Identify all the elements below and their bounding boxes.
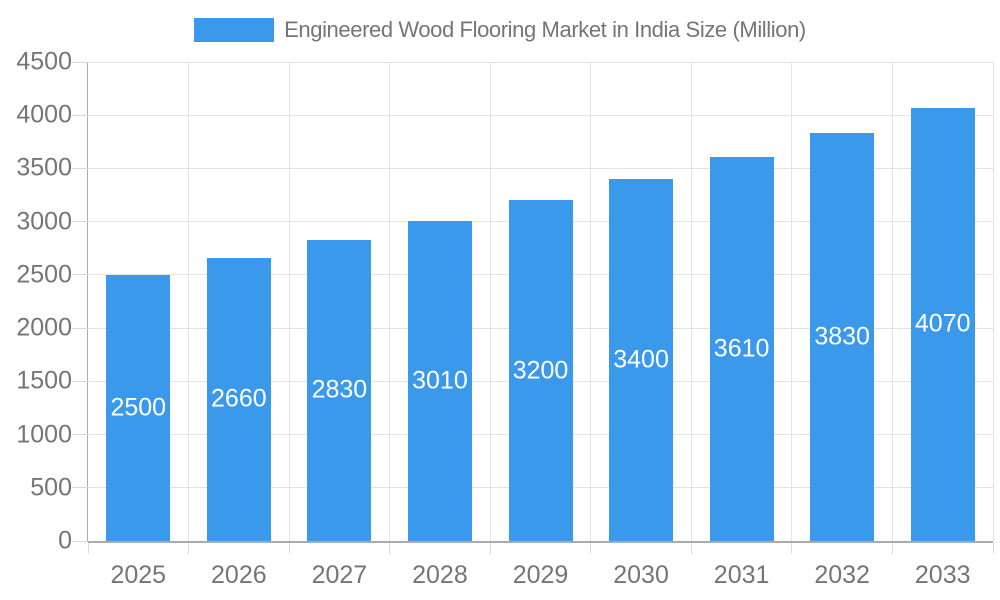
x-axis-tick xyxy=(590,543,592,554)
h-gridline xyxy=(88,61,993,63)
bar-value-label: 2660 xyxy=(211,384,267,413)
y-axis-tick-label: 4000 xyxy=(16,100,72,129)
y-axis-tick-label: 2000 xyxy=(16,313,72,342)
x-axis-tick xyxy=(992,543,994,554)
bar-2031[interactable]: 3610 xyxy=(709,156,774,541)
x-axis-line xyxy=(88,541,993,543)
x-axis-tick-label: 2028 xyxy=(412,561,468,589)
y-axis-tick-label: 2500 xyxy=(16,260,72,289)
x-axis-tick-label: 2033 xyxy=(914,561,971,589)
x-axis-tick-label: 2031 xyxy=(713,561,770,589)
x-axis-tick xyxy=(891,543,893,554)
y-axis-line xyxy=(87,62,88,541)
bar-2030[interactable]: 3400 xyxy=(609,179,674,541)
y-axis-tick-label: 500 xyxy=(30,473,72,502)
v-gridline xyxy=(288,62,290,541)
x-axis-tick-label: 2029 xyxy=(512,561,569,589)
y-axis-tick xyxy=(72,380,88,382)
y-axis-tick-label: 0 xyxy=(58,526,72,555)
legend-swatch xyxy=(194,18,275,42)
y-axis-tick xyxy=(72,434,88,436)
bar-value-label: 2500 xyxy=(110,393,167,422)
bar-value-label: 2830 xyxy=(311,375,368,404)
v-gridline xyxy=(791,62,793,541)
v-gridline xyxy=(690,62,692,541)
y-axis-tick xyxy=(72,221,88,223)
y-axis-tick xyxy=(72,274,88,276)
x-axis-tick xyxy=(791,543,793,554)
x-axis-tick xyxy=(489,543,491,554)
bar-value-label: 3200 xyxy=(512,356,569,385)
bar-2032[interactable]: 3830 xyxy=(810,133,875,541)
bar-2029[interactable]: 3200 xyxy=(508,200,573,541)
y-axis-tick xyxy=(72,114,88,116)
y-axis-tick xyxy=(72,61,88,63)
bar-value-label: 3610 xyxy=(713,334,770,363)
x-axis-tick xyxy=(389,543,391,554)
v-gridline xyxy=(389,62,391,541)
y-axis-tick-label: 3000 xyxy=(16,207,72,236)
x-axis-tick xyxy=(288,543,290,554)
y-axis-tick-label: 1000 xyxy=(16,420,72,449)
chart-legend[interactable]: Engineered Wood Flooring Market in India… xyxy=(0,17,1000,43)
plot-area: 2500 2660 2830 3010 3200 3400 3610 3830 4070 xyxy=(88,61,994,541)
legend-label: Engineered Wood Flooring Market in India… xyxy=(284,17,806,42)
y-axis-tick xyxy=(72,487,88,489)
x-axis-tick-label: 2032 xyxy=(814,561,870,589)
bar-value-label: 4070 xyxy=(914,309,971,338)
y-axis-tick xyxy=(72,327,88,329)
x-axis-tick-label: 2026 xyxy=(211,561,267,589)
v-gridline xyxy=(992,62,994,541)
y-axis-tick-label: 1500 xyxy=(16,366,72,395)
bar-2028[interactable]: 3010 xyxy=(407,220,472,541)
v-gridline xyxy=(188,62,190,541)
bar-2027[interactable]: 2830 xyxy=(307,239,372,541)
bar-2026[interactable]: 2660 xyxy=(206,257,271,541)
x-axis-tick-label: 2025 xyxy=(110,561,167,589)
bar-value-label: 3830 xyxy=(814,322,870,351)
v-gridline xyxy=(891,62,893,541)
x-axis-tick-label: 2027 xyxy=(311,561,368,589)
x-axis-tick xyxy=(188,543,190,554)
bar-value-label: 3010 xyxy=(412,366,468,395)
h-gridline xyxy=(88,167,993,169)
v-gridline xyxy=(489,62,491,541)
v-gridline xyxy=(590,62,592,541)
x-axis-tick xyxy=(690,543,692,554)
y-axis-tick xyxy=(72,540,88,542)
bar-value-label: 3400 xyxy=(613,345,669,374)
bar-2033[interactable]: 4070 xyxy=(910,107,975,541)
x-axis-tick-label: 2030 xyxy=(613,561,669,589)
y-axis-tick-label: 3500 xyxy=(16,153,72,182)
bar-2025[interactable]: 2500 xyxy=(106,274,171,541)
h-gridline xyxy=(88,114,993,116)
y-axis-tick-label: 4500 xyxy=(16,47,72,76)
x-axis-tick xyxy=(87,543,89,554)
y-axis-tick xyxy=(72,167,88,169)
